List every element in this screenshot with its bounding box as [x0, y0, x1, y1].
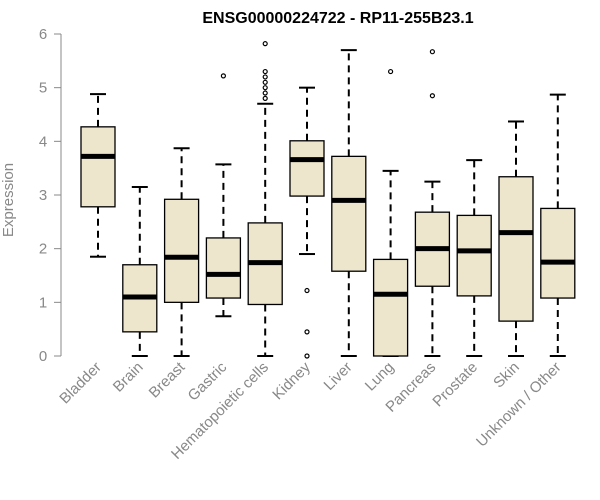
- outlier-point: [429, 93, 435, 99]
- box-group: [540, 93, 576, 357]
- box-group: [205, 73, 242, 318]
- box-group: [414, 49, 451, 357]
- y-tick-label: 6: [39, 26, 47, 43]
- y-axis-label: Expression: [0, 163, 17, 237]
- box-group: [456, 159, 492, 357]
- outlier-point: [262, 85, 268, 91]
- outlier-point: [304, 287, 310, 294]
- outlier-point: [429, 49, 435, 55]
- x-tick-label: Breast: [146, 358, 189, 401]
- box-group: [498, 120, 534, 357]
- box-group: [247, 41, 283, 357]
- box-group: [331, 49, 367, 357]
- y-tick-label: 5: [39, 80, 47, 97]
- y-tick-label: 2: [39, 241, 47, 258]
- box-group: [122, 185, 158, 357]
- box-iqr: [80, 126, 116, 208]
- box-iqr: [372, 258, 409, 357]
- x-tick-label: Prostate: [429, 359, 481, 411]
- y-tick-label: 3: [39, 187, 47, 204]
- outlier-point: [220, 73, 226, 79]
- outlier-point: [262, 74, 268, 80]
- x-tick-label: Lung: [362, 359, 398, 395]
- boxes-layer: [80, 41, 576, 359]
- x-tick-label: Bladder: [56, 359, 105, 408]
- outlier-point: [262, 79, 268, 85]
- x-tick-label: Kidney: [269, 358, 314, 403]
- box-iqr: [163, 198, 200, 303]
- box-group: [289, 86, 325, 359]
- outlier-point: [304, 329, 310, 335]
- box-iqr: [540, 207, 576, 299]
- x-tick-label: Liver: [321, 359, 356, 394]
- box-iqr: [331, 155, 367, 272]
- outlier-point: [262, 68, 268, 75]
- y-tick-label: 1: [39, 294, 47, 311]
- box-group: [80, 93, 116, 258]
- y-axis: 0 1 2 3 4 5 6: [39, 26, 62, 365]
- outlier-point: [262, 90, 268, 96]
- y-tick-label: 4: [39, 133, 47, 150]
- box-group: [163, 147, 200, 357]
- x-tick-label: Skin: [490, 359, 523, 392]
- box-iqr: [498, 176, 534, 322]
- x-tick-label: Brain: [110, 359, 147, 396]
- chart-title: ENSG00000224722 - RP11-255B23.1: [202, 10, 473, 27]
- box-iqr: [289, 140, 325, 197]
- box-iqr: [205, 237, 242, 299]
- box-group: [372, 68, 409, 357]
- outlier-point: [304, 353, 310, 359]
- outlier-point: [388, 68, 394, 75]
- outlier-point: [262, 95, 268, 102]
- y-tick-label: 0: [39, 348, 47, 365]
- outlier-point: [262, 41, 268, 47]
- box-iqr: [456, 214, 492, 297]
